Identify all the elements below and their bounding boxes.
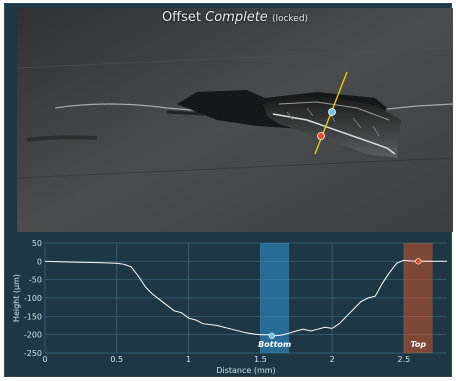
microscope-image-view[interactable]: Offset Complete (locked) (17, 8, 453, 232)
measurement-panel: Offset Complete (locked) Bottom Top 0 0.5 1… (4, 3, 453, 377)
y-tick-label: -150 (24, 312, 42, 321)
y-tick-label: 50 (32, 239, 42, 248)
x-axis-label: Distance (mm) (216, 366, 275, 375)
chart-axes: 0 0.5 1 1.5 2 2.5 50 0 -50 -100 -150 -200 -250 (24, 239, 410, 364)
x-tick-label: 2.5 (398, 355, 411, 364)
x-tick-label: 2 (330, 355, 335, 364)
y-tick-label: -50 (29, 276, 42, 285)
surface-image (17, 8, 453, 232)
y-tick-label: 0 (37, 257, 42, 266)
chart-grid (44, 242, 447, 354)
bottom-marker-point[interactable] (328, 108, 336, 116)
top-marker-point[interactable] (317, 132, 325, 140)
y-tick-label: -250 (24, 349, 42, 358)
band-label-top: Top (410, 340, 426, 349)
x-tick-label: 0 (42, 355, 47, 364)
title-status: Complete (205, 10, 268, 25)
y-tick-label: -200 (24, 331, 42, 340)
profile-line (44, 259, 447, 337)
y-axis-label: Height (µm) (12, 274, 21, 322)
height-profile-chart[interactable]: Bottom Top 0 0.5 1 1.5 2 2.5 50 0 -50 -100 -150 -200… (5, 233, 451, 377)
y-tick-label: -100 (24, 294, 42, 303)
x-tick-label: 1 (186, 355, 191, 364)
image-title: Offset Complete (locked) (17, 10, 453, 25)
x-tick-label: 1.5 (254, 355, 267, 364)
band-marker-bottom (268, 332, 275, 339)
band-marker-top (415, 258, 422, 265)
band-label-bottom: Bottom (258, 340, 291, 349)
x-tick-label: 0.5 (110, 355, 123, 364)
title-prefix: Offset (161, 10, 201, 25)
chart-series: Bottom Top (44, 258, 447, 349)
title-lock-state: (locked) (271, 14, 309, 24)
